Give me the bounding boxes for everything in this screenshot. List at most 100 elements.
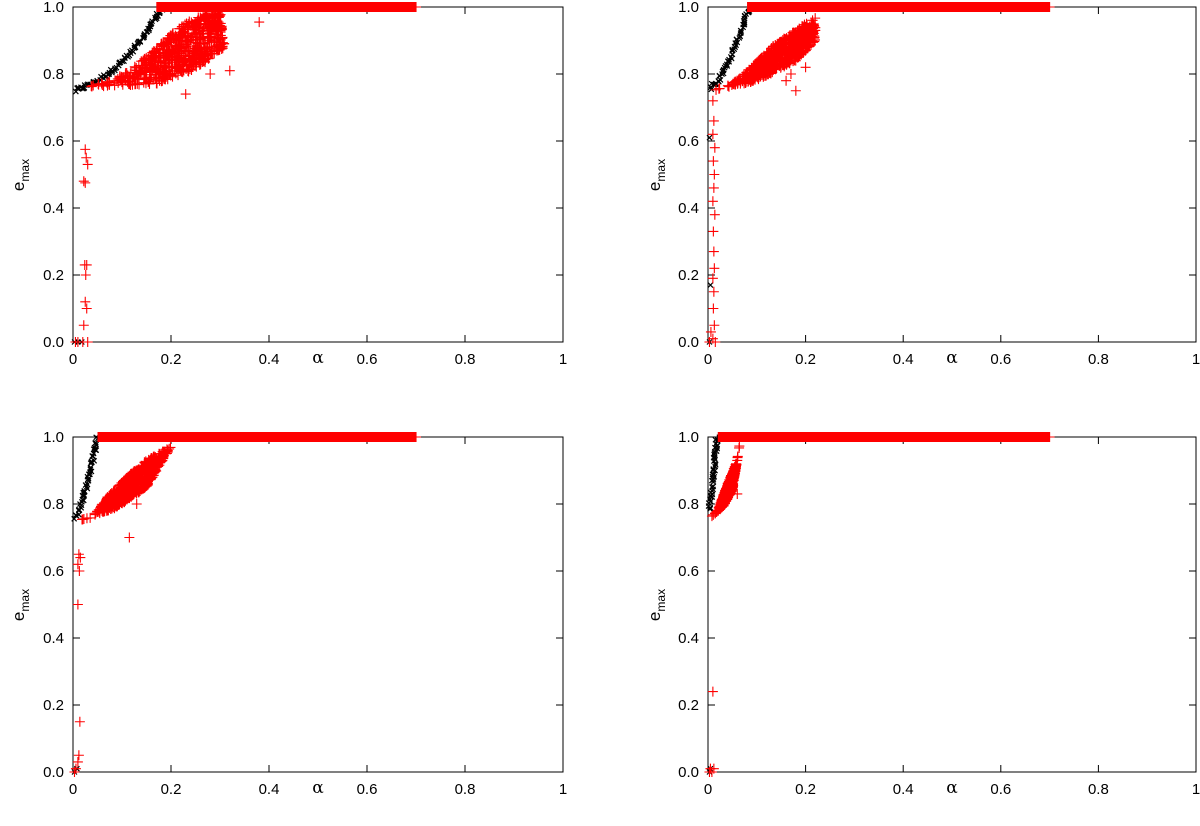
red-plus-point [729, 469, 740, 480]
red-plus-point [128, 72, 139, 83]
red-plus-point [187, 60, 198, 71]
red-plus-series [704, 2, 1055, 347]
y-tick-label: 0.4 [43, 200, 64, 217]
red-plus-point [158, 40, 169, 51]
red-plus-point [111, 491, 122, 502]
y-axis-label: emax [645, 589, 668, 621]
red-plus-point [164, 33, 175, 44]
x-tick-label: 0 [704, 781, 712, 798]
red-plus-point [707, 129, 718, 140]
black-x-point [91, 457, 98, 464]
red-plus-point [164, 55, 175, 66]
red-plus-point [128, 489, 139, 500]
red-plus-point [69, 767, 80, 777]
red-plus-point [132, 471, 143, 482]
red-plus-point [1044, 432, 1055, 442]
red-plus-point [139, 479, 150, 490]
x-tick-label: 0.4 [893, 781, 914, 798]
red-plus-point [732, 452, 743, 463]
red-plus-point [709, 209, 720, 220]
red-plus-point [1044, 2, 1055, 12]
red-plus-point [757, 69, 768, 80]
red-plateau-band [717, 432, 1050, 442]
red-plus-point [110, 75, 121, 86]
red-plus-point [72, 559, 83, 570]
red-plus-point [708, 182, 719, 193]
x-tick-label: 0.8 [455, 781, 476, 798]
red-plus-point [80, 270, 91, 280]
y-tick-label: 0.8 [43, 496, 64, 513]
red-plus-point [784, 58, 795, 69]
red-plus-point [746, 71, 757, 82]
red-plus-point [704, 337, 715, 347]
red-plus-point [726, 80, 737, 91]
red-plus-point [80, 177, 91, 188]
red-plus-point [790, 29, 801, 40]
red-plus-point [195, 18, 206, 29]
red-plus-point [747, 73, 758, 84]
red-plus-point [145, 60, 156, 71]
red-plus-point [781, 75, 792, 86]
red-plus-point [115, 484, 126, 495]
red-plateau-band [97, 432, 416, 442]
x-tick-label: 0.4 [893, 351, 914, 368]
red-plus-point [805, 23, 816, 34]
red-plus-point [218, 38, 229, 49]
black-x-point [732, 40, 739, 46]
red-plus-point [174, 23, 185, 34]
red-plus-point [727, 78, 738, 89]
red-plus-point [767, 41, 778, 52]
red-plus-point [162, 74, 173, 85]
red-plus-point [170, 34, 181, 45]
red-plus-point [777, 39, 788, 50]
red-plus-point [175, 39, 186, 50]
x-tick-label: 0.8 [1088, 781, 1109, 798]
red-plus-point [765, 58, 776, 69]
red-plus-point [798, 43, 809, 54]
red-plus-point [146, 50, 157, 61]
red-plus-point [709, 142, 720, 153]
y-tick-label: 0.6 [678, 563, 699, 580]
red-plus-point [73, 750, 84, 761]
red-plus-point [723, 490, 734, 501]
red-plus-point [195, 25, 206, 36]
x-tick-label: 0.6 [357, 351, 378, 368]
red-plus-point [125, 67, 136, 78]
red-plus-point [160, 70, 171, 81]
red-plus-point [795, 48, 806, 59]
red-plus-point [104, 77, 115, 88]
red-plus-point [184, 20, 195, 31]
red-plus-point [180, 89, 191, 100]
red-plus-point [185, 32, 196, 43]
black-x-point [87, 466, 94, 473]
red-plus-point [177, 59, 188, 70]
y-tick-label: 0.2 [678, 697, 699, 714]
red-plus-point [97, 79, 108, 90]
x-tick-label: 0 [69, 351, 77, 368]
y-tick-label: 0.0 [43, 334, 64, 351]
red-plus-point [124, 490, 135, 501]
red-plus-point [143, 462, 154, 473]
red-plus-point [145, 455, 156, 466]
x-tick-label: 0.4 [259, 351, 280, 368]
red-plus-point [151, 453, 162, 464]
red-plus-point [708, 156, 719, 167]
red-plus-point [151, 45, 162, 56]
red-plus-point [148, 62, 159, 73]
red-plus-point [411, 432, 421, 442]
red-plus-point [707, 196, 718, 207]
y-tick-label: 0.2 [678, 267, 699, 284]
black-x-point [80, 497, 87, 504]
red-plus-point [201, 42, 212, 53]
red-plus-point [72, 599, 83, 610]
red-plus-point [148, 467, 159, 478]
red-plus-point [162, 447, 173, 458]
red-plus-point [411, 2, 421, 12]
red-plus-point [176, 21, 187, 32]
red-plus-point [134, 79, 145, 90]
red-plus-point [80, 144, 91, 155]
red-plus-point [131, 499, 142, 509]
red-plus-point [81, 303, 92, 314]
red-plus-point [97, 501, 108, 512]
